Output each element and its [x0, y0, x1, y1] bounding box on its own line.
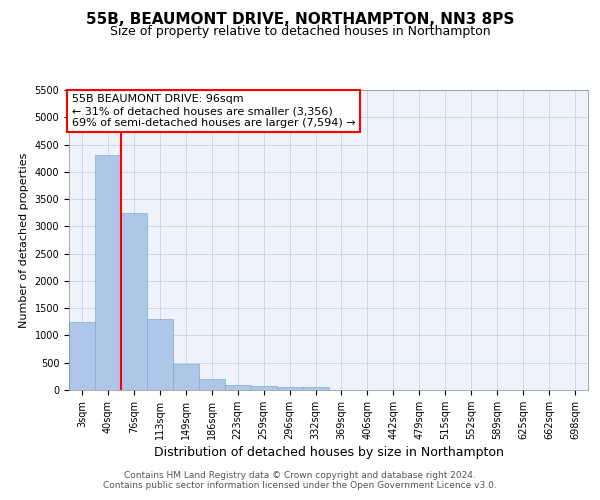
Text: Contains HM Land Registry data © Crown copyright and database right 2024.: Contains HM Land Registry data © Crown c… — [124, 471, 476, 480]
Text: Contains public sector information licensed under the Open Government Licence v3: Contains public sector information licen… — [103, 481, 497, 490]
Bar — [147, 319, 173, 390]
Bar — [302, 388, 329, 390]
Text: 55B, BEAUMONT DRIVE, NORTHAMPTON, NN3 8PS: 55B, BEAUMONT DRIVE, NORTHAMPTON, NN3 8P… — [86, 12, 514, 28]
Text: Size of property relative to detached houses in Northampton: Size of property relative to detached ho… — [110, 25, 490, 38]
Bar — [95, 156, 121, 390]
Y-axis label: Number of detached properties: Number of detached properties — [19, 152, 29, 328]
Bar — [199, 379, 224, 390]
Bar — [251, 386, 277, 390]
Bar — [277, 388, 302, 390]
Bar — [225, 384, 251, 390]
X-axis label: Distribution of detached houses by size in Northampton: Distribution of detached houses by size … — [154, 446, 503, 459]
Bar — [121, 212, 147, 390]
Text: 55B BEAUMONT DRIVE: 96sqm
← 31% of detached houses are smaller (3,356)
69% of se: 55B BEAUMONT DRIVE: 96sqm ← 31% of detac… — [71, 94, 355, 128]
Bar — [69, 322, 95, 390]
Bar — [173, 364, 199, 390]
